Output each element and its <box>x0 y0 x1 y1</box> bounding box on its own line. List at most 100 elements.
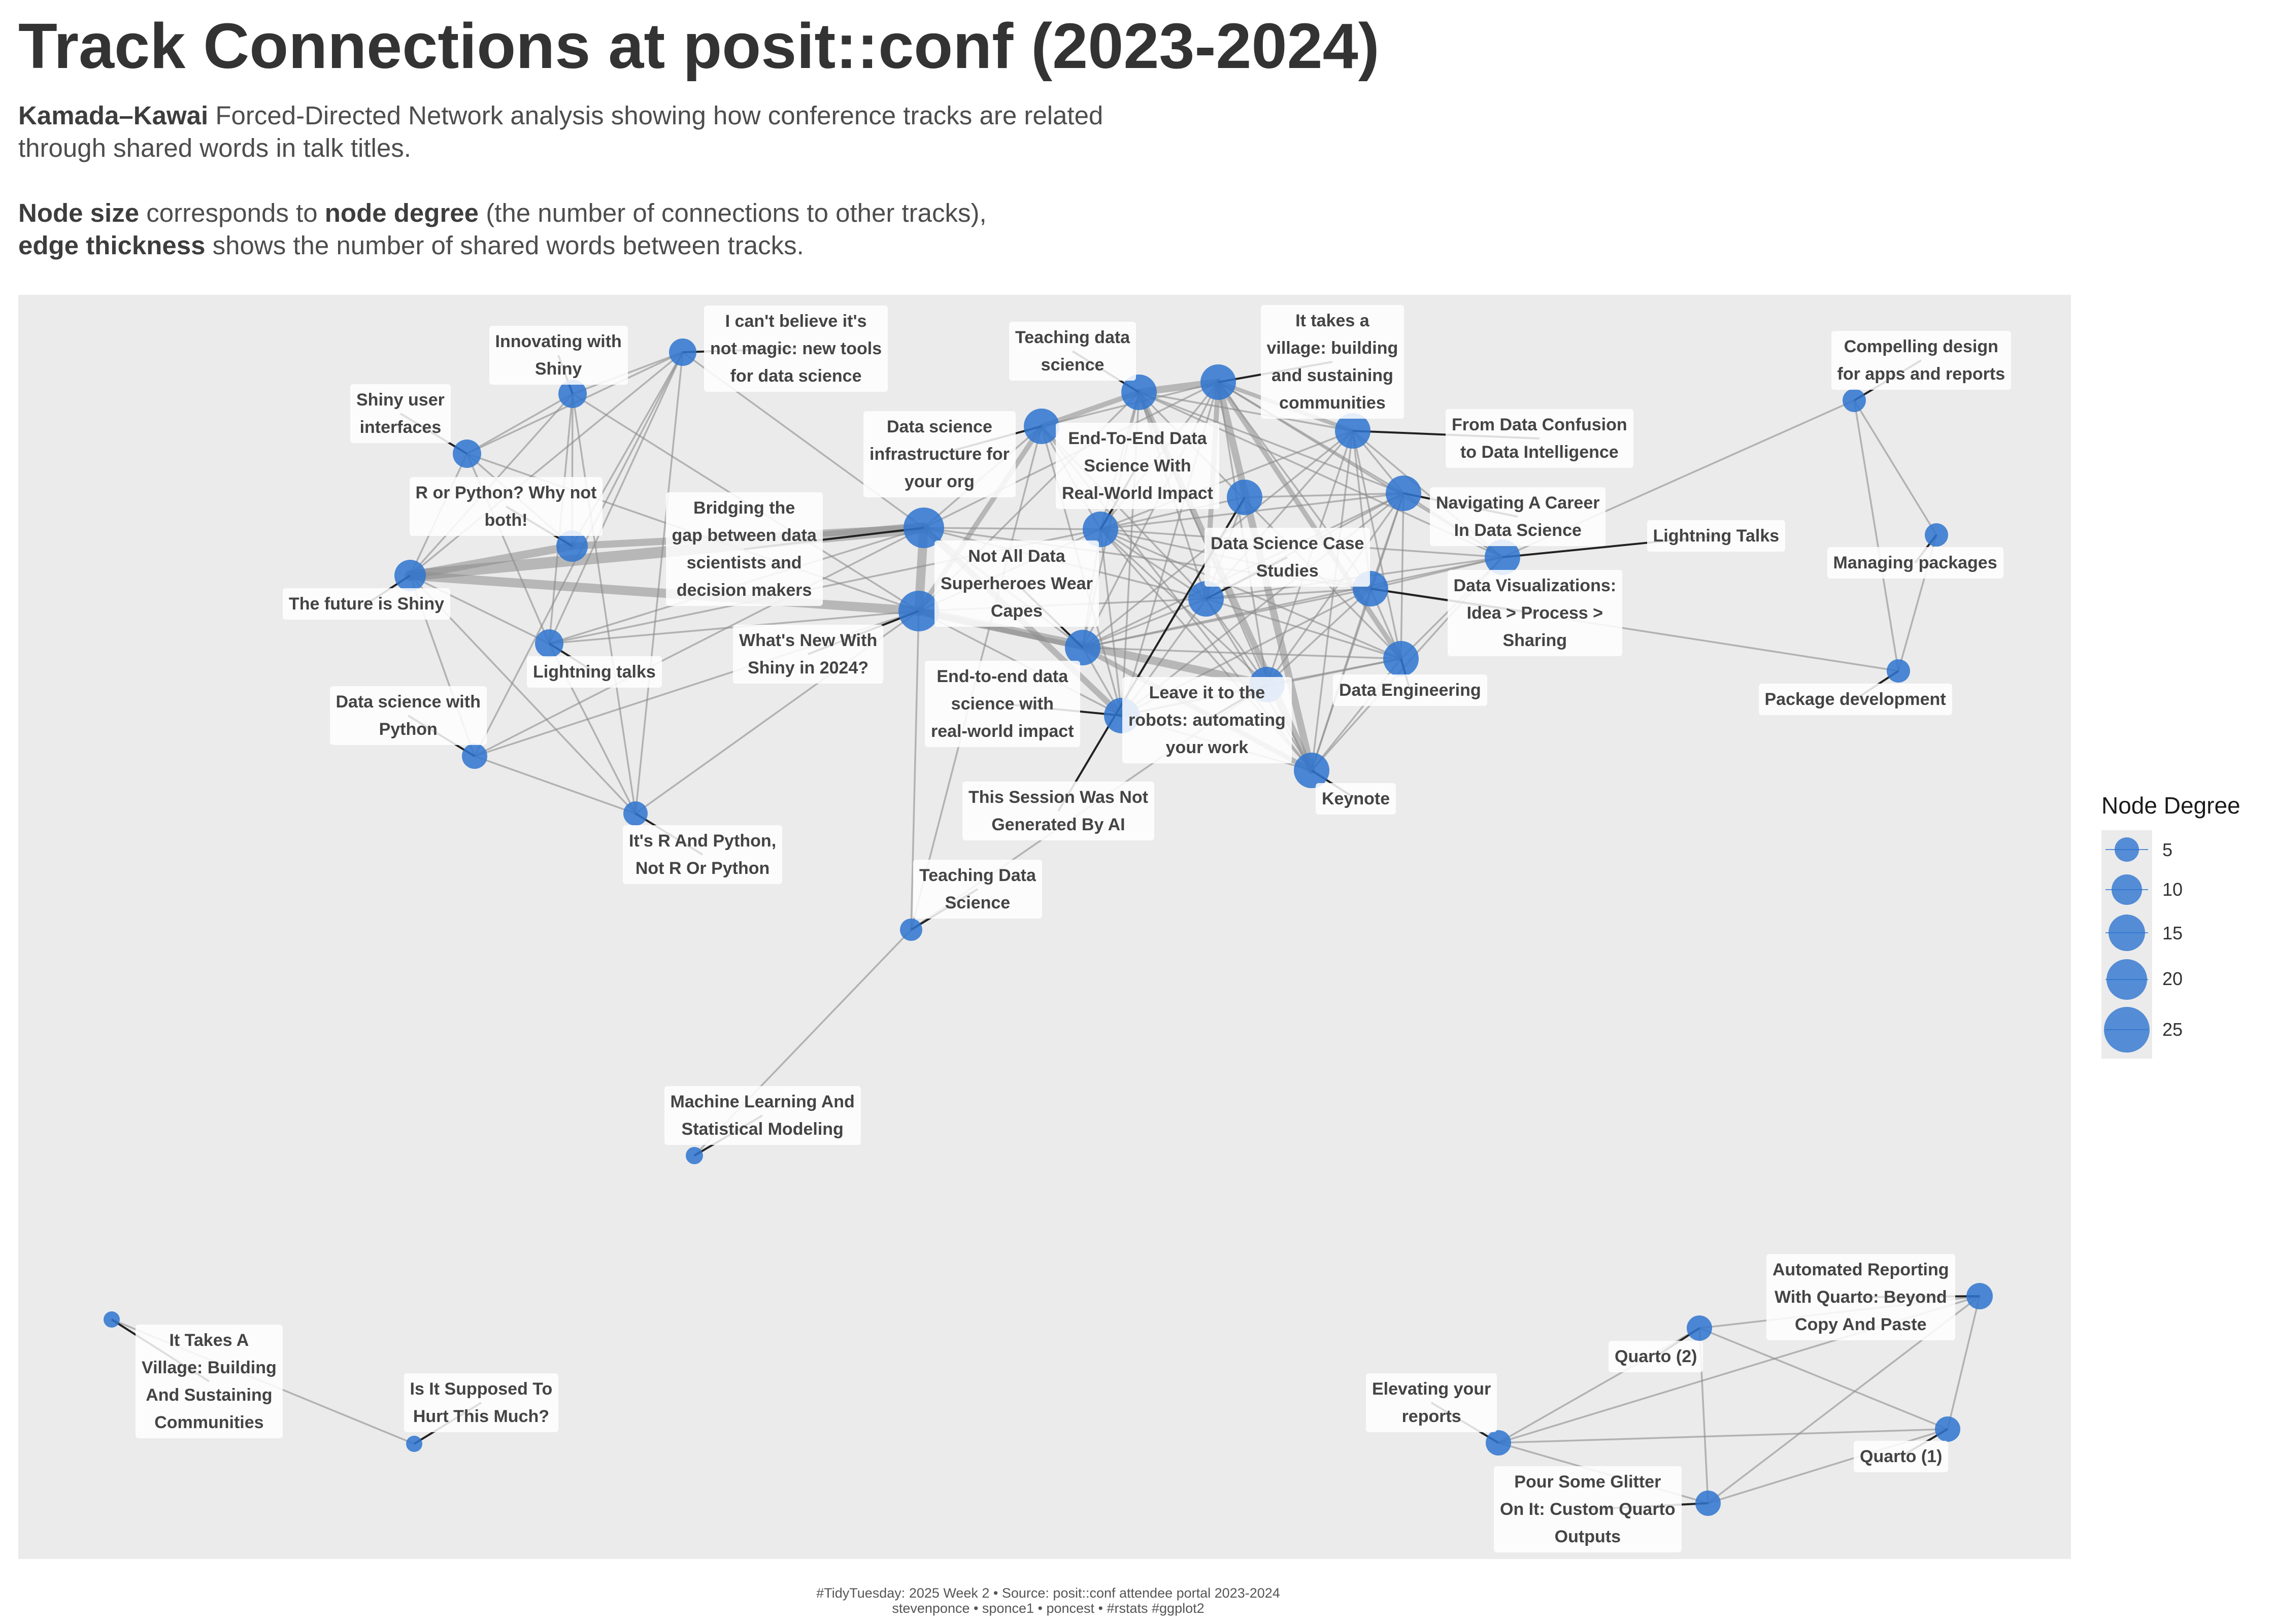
network-panel: Innovating with Shiny I can't believe it'… <box>18 295 2071 1559</box>
subtitle-paragraph-2: Node size corresponds to node degree (th… <box>18 197 1287 262</box>
node-label-lightning-title: Lightning Talks <box>1647 520 1786 552</box>
edge <box>1082 556 1503 649</box>
node-glitter <box>1695 1491 1721 1516</box>
legend-key-20: 20 <box>2101 955 2183 1004</box>
edge <box>923 527 1101 530</box>
page-title: Track Connections at posit::conf (2023-2… <box>18 10 1380 82</box>
node-label-not-all-data: Not All Data Superheroes Wear Capes <box>934 540 1099 627</box>
node-label-package-dev: Package development <box>1758 684 1952 715</box>
edge <box>1082 598 1207 649</box>
legend-key-5: 5 <box>2101 830 2172 869</box>
edge <box>466 393 574 455</box>
node-label-ds-python: Data science with Python <box>329 686 487 745</box>
node-ds-infra <box>1024 409 1059 444</box>
node-label-bridging-gap: Bridging the gap between data scientists… <box>665 492 823 606</box>
caption-source: #TidyTuesday: 2025 Week 2 • Source: posi… <box>816 1585 1280 1601</box>
legend-title: Node Degree <box>2101 792 2240 819</box>
node-label-r-or-python: R or Python? Why not both! <box>409 477 603 536</box>
node-future-shiny <box>394 560 426 591</box>
edge <box>1853 399 1937 536</box>
caption: #TidyTuesday: 2025 Week 2 • Source: posi… <box>0 1585 2096 1616</box>
legend-label: 10 <box>2162 879 2183 900</box>
node-quarto2 <box>1687 1315 1712 1341</box>
node-label-ds-infra: Data science infrastructure for your org <box>863 411 1016 497</box>
edge <box>1099 528 1207 600</box>
node-ml-stats <box>686 1147 703 1164</box>
node-automated <box>1966 1283 1993 1309</box>
node-label-data-eng: Data Engineering <box>1333 674 1487 706</box>
legend-symbol <box>2105 874 2148 905</box>
node-r-or-python <box>556 530 588 562</box>
node-label-managing: Managing packages <box>1827 547 2003 579</box>
node-innovating-shiny <box>558 380 587 408</box>
edge <box>1216 380 1403 661</box>
node-label-ml-stats: Machine Learning And Statistical Modelin… <box>664 1086 861 1145</box>
edge <box>634 351 684 815</box>
edge <box>406 542 576 580</box>
node-not-magic <box>669 339 696 366</box>
node-label-ds-case: Data Science Case Studies <box>1205 528 1370 587</box>
subtitle: Kamada–Kawai Forced-Directed Network ana… <box>18 99 1287 262</box>
node-label-dataviz: Data Visualizations: Idea > Process > Sh… <box>1447 570 1623 656</box>
subtitle-node-size: Node size <box>18 198 140 227</box>
node-not-all-data <box>1065 630 1100 665</box>
edge <box>474 755 637 815</box>
subtitle-text: shows the number of shared words between… <box>205 231 804 260</box>
edge <box>1099 430 1354 530</box>
legend-symbol <box>2105 837 2148 862</box>
edge <box>1947 1295 1981 1430</box>
node-data-eng <box>1383 641 1419 676</box>
node-label-e2e-lower: End-to-end data science with real-world … <box>925 661 1080 747</box>
subtitle-text: Forced-Directed Network analysis showing… <box>208 101 1103 130</box>
node-lightning-talks-lc <box>535 629 563 658</box>
subtitle-text: through shared words in talk titles. <box>18 133 411 162</box>
node-compelling <box>1843 389 1866 412</box>
node-shiny-ui <box>453 439 481 468</box>
edge <box>1400 492 1404 660</box>
node-label-not-generated: This Session Was Not Generated By AI <box>962 782 1154 840</box>
node-label-future-shiny: The future is Shiny <box>283 588 451 620</box>
node-label-lightning-talks-lc: Lightning talks <box>527 656 662 688</box>
node-label-teaching-ds-lower: Teaching data science <box>1009 322 1136 381</box>
node-label-e2e-title: End-To-End Data Science With Real-World … <box>1056 423 1219 509</box>
node-career <box>1386 476 1421 511</box>
node-elevating <box>1486 1430 1511 1456</box>
subtitle-edge-thickness: edge thickness <box>18 231 206 260</box>
edge <box>1497 1428 1949 1444</box>
node-quarto1 <box>1935 1416 1960 1442</box>
edge <box>474 527 925 757</box>
node-label-r-and-python: It's R And Python, Not R Or Python <box>623 825 783 884</box>
edge <box>1099 528 1123 717</box>
legend-symbol <box>2105 959 2148 1000</box>
legend-key-15: 15 <box>2101 910 2183 955</box>
node-managing <box>1925 523 1948 547</box>
edge <box>406 571 923 616</box>
node-label-village-title: It Takes A Village: Building And Sustain… <box>136 1325 283 1438</box>
node-label-automated: Automated Reporting With Quarto: Beyond … <box>1766 1254 1955 1340</box>
node-label-quarto2: Quarto (2) <box>1609 1341 1703 1372</box>
node-ds-python <box>462 743 487 769</box>
network-graph <box>104 339 1993 1516</box>
edge <box>1099 496 1246 530</box>
legend-label: 15 <box>2162 923 2183 943</box>
node-r-and-python <box>623 801 648 826</box>
edge <box>1311 430 1354 771</box>
edge <box>409 351 684 577</box>
node-label-hurt: Is It Supposed To Hurt This Much? <box>404 1373 559 1432</box>
edge <box>1853 399 1899 672</box>
node-village-title <box>104 1311 120 1328</box>
subtitle-node-degree: node degree <box>324 198 479 227</box>
node-teaching-ds-lower <box>1121 375 1157 410</box>
node-package-dev <box>1887 659 1910 683</box>
legend-label: 5 <box>2162 839 2173 860</box>
legend-label: 25 <box>2162 1019 2183 1040</box>
subtitle-method: Kamada–Kawai <box>18 101 209 130</box>
edge <box>1138 391 1404 494</box>
node-label-keynote: Keynote <box>1316 783 1396 815</box>
edge <box>1244 492 1404 498</box>
node-label-shiny-ui: Shiny user interfaces <box>350 384 451 443</box>
node-label-village-lower: It takes a village: building and sustain… <box>1260 305 1404 419</box>
edge <box>1369 556 1503 590</box>
node-label-elevating: Elevating your reports <box>1366 1373 1497 1432</box>
node-label-whats-new-shiny: What's New With Shiny in 2024? <box>733 625 884 684</box>
